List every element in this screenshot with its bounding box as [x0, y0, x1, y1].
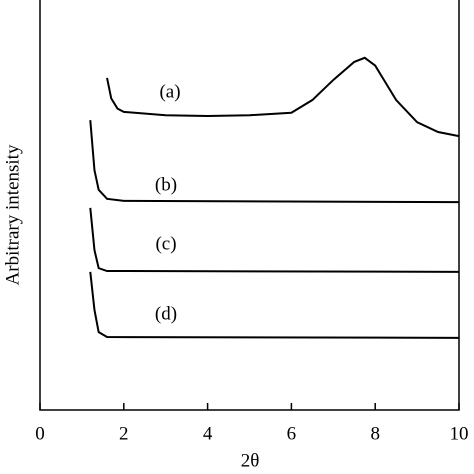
data-line [89, 271, 460, 339]
x-tick-label: 8 [370, 423, 380, 444]
data-line [89, 207, 460, 273]
series-label: (b) [155, 174, 177, 195]
x-axis-label: 2θ [241, 450, 260, 471]
series-label: (a) [159, 81, 180, 102]
data-line [106, 56, 460, 138]
x-tick-label: 0 [35, 423, 45, 444]
axis-frame [39, 0, 460, 411]
x-tick-label: 4 [203, 423, 213, 444]
data-line [89, 120, 460, 204]
x-tick-label: 2 [119, 423, 129, 444]
series-label: (c) [155, 233, 176, 254]
y-axis-label: Arbitrary intensity [2, 144, 23, 285]
series-label: (d) [155, 303, 177, 324]
x-tick-label: 6 [287, 423, 297, 444]
x-tick-label: 10 [450, 423, 469, 444]
